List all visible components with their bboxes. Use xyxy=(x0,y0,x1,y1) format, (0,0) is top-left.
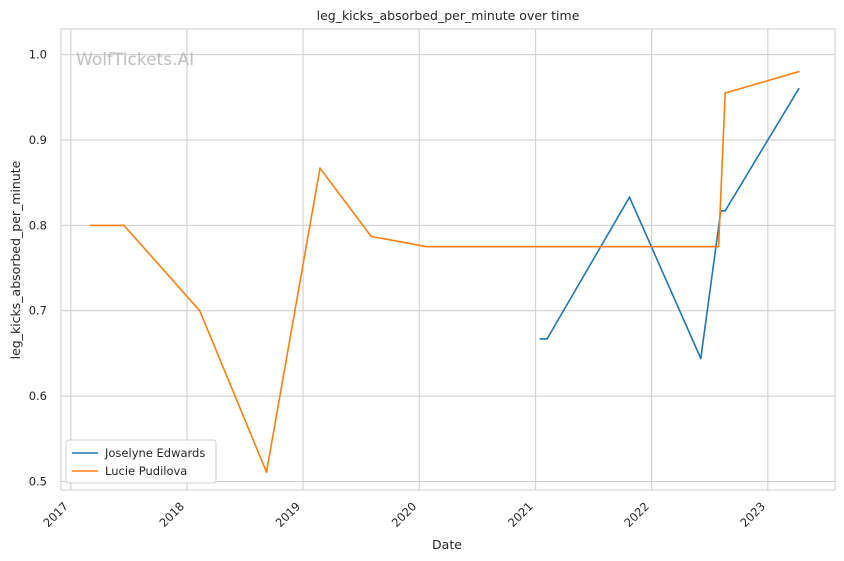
y-axis-label: leg_kicks_absorbed_per_minute xyxy=(8,160,23,359)
data-point-lucie-pudilova xyxy=(425,245,428,248)
series-line-lucie-pudilova xyxy=(90,70,799,473)
data-point-lucie-pudilova xyxy=(797,70,800,73)
data-point-lucie-pudilova xyxy=(89,224,92,227)
legend-label-lucie-pudilova: Lucie Pudilova xyxy=(105,464,187,478)
y-tick-label: 0.9 xyxy=(29,133,47,147)
series-layer xyxy=(89,70,800,473)
data-point-lucie-pudilova xyxy=(724,92,727,94)
y-tick-label: 0.8 xyxy=(29,218,47,232)
y-tick-label: 1.0 xyxy=(29,48,47,62)
y-tick-label: 0.7 xyxy=(29,304,47,318)
data-point-lucie-pudilova xyxy=(319,167,321,170)
x-axis-label: Date xyxy=(432,537,462,552)
data-point-lucie-pudilova xyxy=(198,309,201,312)
legend-box xyxy=(65,439,217,484)
y-tick-label: 0.5 xyxy=(29,474,47,488)
data-point-joselyne-edwards xyxy=(628,196,631,199)
watermark: WolfTickets.AI xyxy=(76,50,194,70)
plot-frame xyxy=(60,28,836,491)
data-point-joselyne-edwards xyxy=(797,87,800,90)
y-axis: 0.5 0.6 0.7 0.8 0.9 1.0 xyxy=(29,48,47,489)
legend: Joselyne Edwards Lucie Pudilova xyxy=(65,439,217,484)
legend-label-joselyne-edwards: Joselyne Edwards xyxy=(104,446,205,460)
data-point-joselyne-edwards xyxy=(546,338,548,340)
data-point-lucie-pudilova xyxy=(717,245,720,248)
data-point-lucie-pudilova xyxy=(370,235,373,238)
data-point-lucie-pudilova xyxy=(123,224,125,227)
data-point-lucie-pudilova xyxy=(265,471,268,473)
data-point-joselyne-edwards xyxy=(699,357,702,360)
data-point-joselyne-edwards xyxy=(539,338,542,340)
chart-title: leg_kicks_absorbed_per_minute over time xyxy=(317,8,580,23)
y-tick-label: 0.6 xyxy=(29,389,47,403)
data-point-joselyne-edwards xyxy=(724,209,727,212)
